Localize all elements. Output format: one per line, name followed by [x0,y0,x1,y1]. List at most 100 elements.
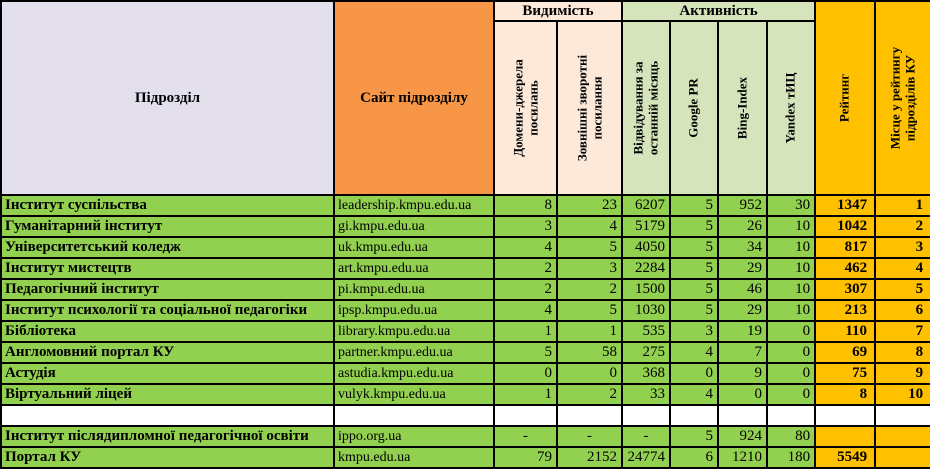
cell-google-pr: 5 [669,425,720,448]
cell-yandex-tic: 0 [766,341,817,364]
col-header-yandex-tic: Yandex тИЦ [766,20,817,196]
table-row: Віртуальний ліцей vulyk.kmpu.edu.ua 1 2 33 4 0… [0,383,930,406]
cell-place: 1 [874,194,930,217]
cell-monthly-visits: 275 [621,341,672,364]
cell-bing-index: 29 [717,299,769,322]
cell-link-domains: 4 [493,299,558,322]
cell-bing-index: 9 [717,362,769,385]
cell-link-domains: 8 [493,194,558,217]
cell-yandex-tic: 10 [766,299,817,322]
cell-yandex-tic: 10 [766,278,817,301]
col-header-monthly-visits: Відвідування за останній місяць [621,20,672,196]
cell-monthly-visits: 1030 [621,299,672,322]
cell-site [333,404,495,427]
cell-place: 5 [874,278,930,301]
cell-place: 9 [874,362,930,385]
col-header-place-label: Місце у рейтингу підрозділів КУ [887,46,918,150]
cell-google-pr: 4 [669,341,720,364]
cell-monthly-visits: 33 [621,383,672,406]
table-body: Інститут суспільства leadership.kmpu.edu.… [0,194,930,469]
cell-backlinks: 1 [555,320,624,343]
cell-google-pr: 5 [669,299,720,322]
col-header-google-pr: Google PR [669,20,720,196]
cell-rating: 8 [814,383,877,406]
cell-rating: 1042 [814,215,877,238]
cell-bing-index: 34 [717,236,769,259]
cell-monthly-visits: 5179 [621,215,672,238]
table-row: Інститут мистецтв art.kmpu.edu.ua 2 3 2284 5 2… [0,257,930,280]
table-header: Підрозділ Сайт підрозділу Видимість Акти… [0,0,930,196]
cell-place: 6 [874,299,930,322]
cell-subdivision: Віртуальний ліцей [0,383,335,406]
cell-rating [814,404,877,427]
cell-subdivision: Інститут мистецтв [0,257,335,280]
cell-bing-index: 7 [717,341,769,364]
cell-bing-index: 1210 [717,446,769,469]
cell-monthly-visits [621,404,672,427]
cell-rating: 1347 [814,194,877,217]
cell-link-domains [493,404,558,427]
col-header-yandex-tic-label: Yandex тИЦ [782,72,798,144]
col-header-bing-index-label: Bing-Index [734,76,750,140]
table-row: Університетський коледж uk.kmpu.edu.ua 4 5 4… [0,236,930,259]
header-row-groups: Підрозділ Сайт підрозділу Видимість Акти… [0,0,930,196]
cell-monthly-visits: 4050 [621,236,672,259]
cell-monthly-visits: 24774 [621,446,672,469]
cell-link-domains: 79 [493,446,558,469]
cell-bing-index: 46 [717,278,769,301]
cell-backlinks: 5 [555,299,624,322]
cell-subdivision: Інститут післядипломної педагогічної осв… [0,425,335,448]
cell-monthly-visits: - [621,425,672,448]
cell-subdivision: Педагогічний інститут [0,278,335,301]
cell-yandex-tic [766,404,817,427]
cell-site: library.kmpu.edu.ua [333,320,495,343]
col-header-google-pr-label: Google PR [685,78,701,138]
cell-subdivision [0,404,335,427]
cell-bing-index: 29 [717,257,769,280]
cell-link-domains: 0 [493,362,558,385]
col-header-link-domains: Домени-джерела посилань [493,20,558,196]
cell-bing-index: 19 [717,320,769,343]
cell-subdivision: Інститут психології та соціальної педаго… [0,299,335,322]
cell-link-domains: 1 [493,320,558,343]
cell-yandex-tic: 10 [766,215,817,238]
cell-backlinks: 2152 [555,446,624,469]
cell-google-pr: 6 [669,446,720,469]
cell-site: partner.kmpu.edu.ua [333,341,495,364]
table-row: Інститут післядипломної педагогічної осв… [0,425,930,448]
cell-bing-index: 952 [717,194,769,217]
col-header-bing-index: Bing-Index [717,20,769,196]
cell-yandex-tic: 180 [766,446,817,469]
cell-bing-index [717,404,769,427]
cell-link-domains: 2 [493,278,558,301]
cell-link-domains: 1 [493,383,558,406]
cell-rating: 213 [814,299,877,322]
cell-google-pr: 5 [669,257,720,280]
cell-backlinks: 5 [555,236,624,259]
cell-monthly-visits: 368 [621,362,672,385]
cell-place: 3 [874,236,930,259]
col-header-monthly-visits-label: Відвідування за останній місяць [630,60,661,156]
col-header-rating: Рейтинг [814,0,877,196]
table-row: Інститут суспільства leadership.kmpu.edu.… [0,194,930,217]
cell-google-pr: 5 [669,236,720,259]
col-header-rating-label: Рейтинг [836,73,852,123]
col-header-subdivision: Підрозділ [0,0,335,196]
cell-rating: 110 [814,320,877,343]
cell-site: kmpu.edu.ua [333,446,495,469]
cell-place [874,425,930,448]
cell-link-domains: 2 [493,257,558,280]
cell-yandex-tic: 10 [766,257,817,280]
cell-rating: 817 [814,236,877,259]
cell-google-pr: 0 [669,362,720,385]
group-header-activity: Активність [621,0,817,22]
cell-subdivision: Університетський коледж [0,236,335,259]
col-header-place: Місце у рейтингу підрозділів КУ [874,0,930,196]
cell-subdivision: Англомовний портал КУ [0,341,335,364]
col-header-site: Сайт підрозділу [333,0,495,196]
cell-link-domains: 3 [493,215,558,238]
cell-yandex-tic: 0 [766,362,817,385]
cell-google-pr: 4 [669,383,720,406]
